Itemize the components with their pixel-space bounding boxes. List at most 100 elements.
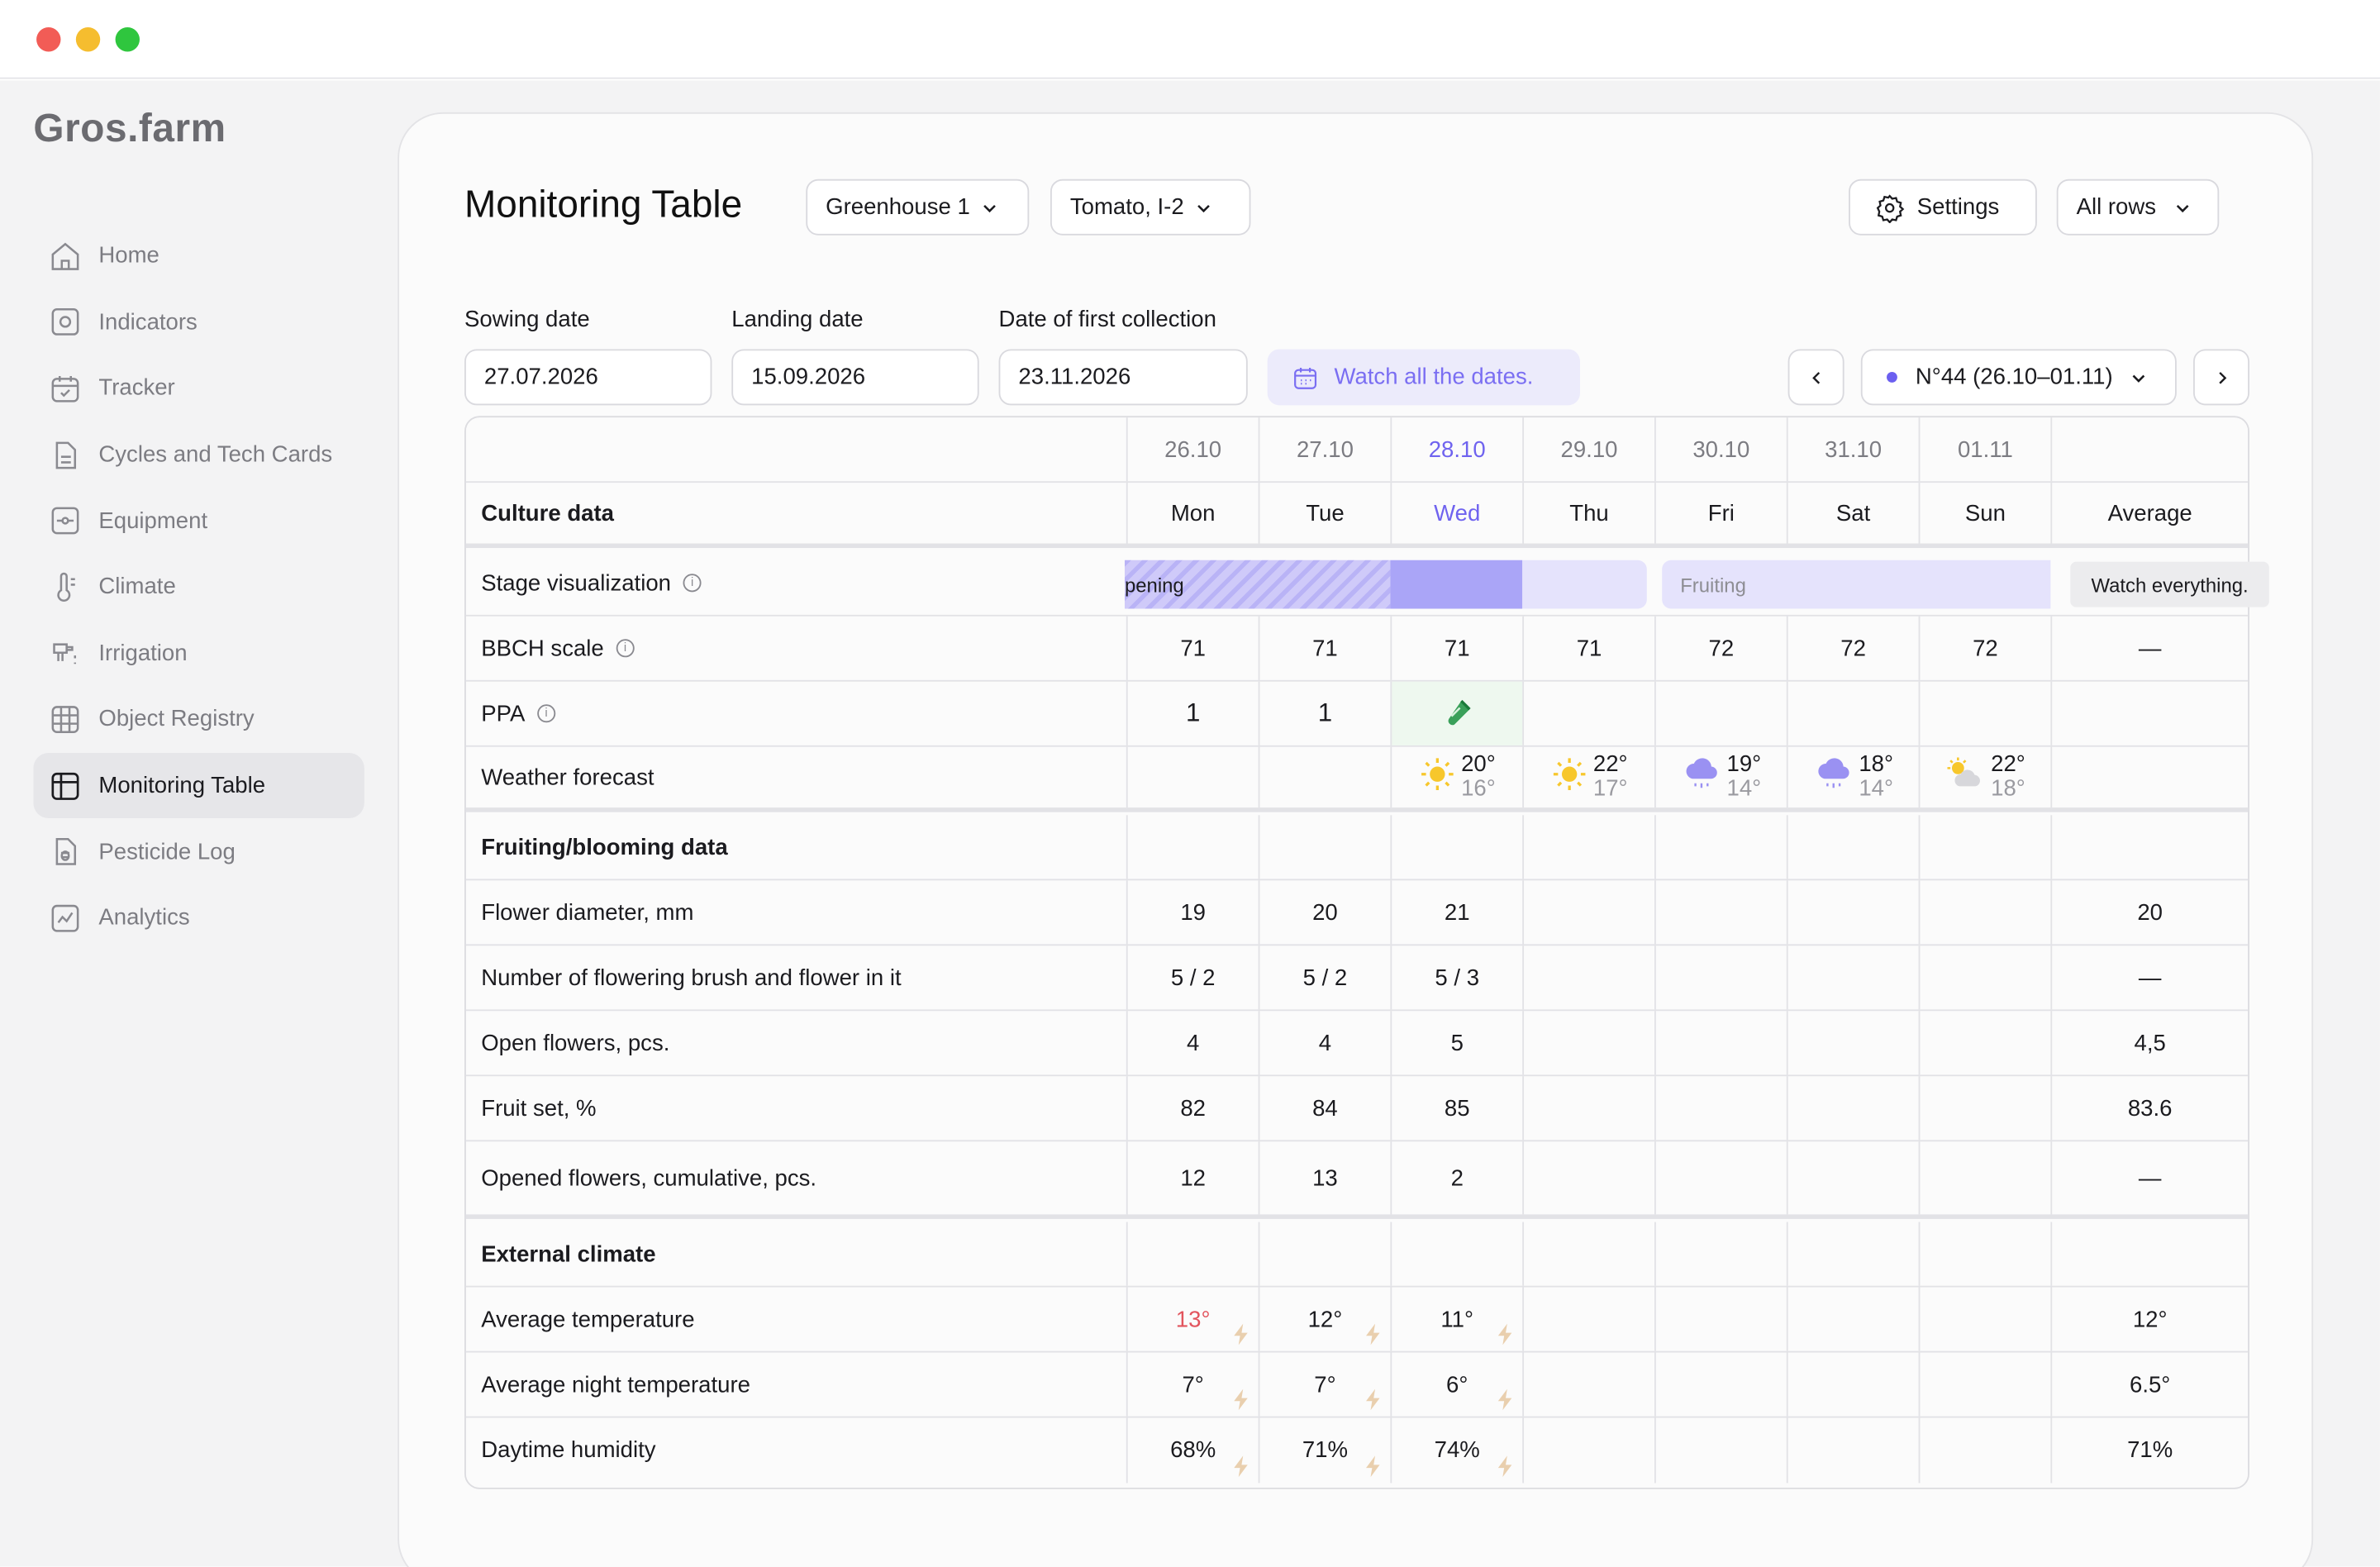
- greenhouse-select[interactable]: Greenhouse 1: [806, 179, 1030, 236]
- empty-cell[interactable]: [1126, 746, 1259, 808]
- empty-cell[interactable]: [1654, 1287, 1787, 1351]
- sidebar-item-object-registry[interactable]: Object Registry: [33, 686, 364, 752]
- bbch-cell[interactable]: 71: [1522, 616, 1654, 680]
- empty-cell[interactable]: [2050, 1222, 2248, 1286]
- sidebar-item-analytics[interactable]: Analytics: [33, 885, 364, 951]
- day-header[interactable]: Mon: [1126, 483, 1259, 544]
- empty-cell[interactable]: [1654, 1417, 1787, 1484]
- fruit-set-row-cell[interactable]: 82: [1126, 1076, 1259, 1141]
- empty-cell[interactable]: [1918, 1417, 2051, 1484]
- empty-cell[interactable]: [1390, 1222, 1522, 1286]
- info-icon[interactable]: i: [537, 704, 556, 723]
- empty-cell[interactable]: [1390, 815, 1522, 879]
- day-header[interactable]: Fri: [1654, 483, 1787, 544]
- empty-cell[interactable]: [1786, 945, 1919, 1010]
- next-week-button[interactable]: [2193, 349, 2249, 406]
- empty-cell[interactable]: [1522, 1011, 1654, 1075]
- night-temp-row-cell[interactable]: 7°: [1126, 1352, 1259, 1417]
- empty-cell[interactable]: [1654, 815, 1787, 879]
- empty-cell[interactable]: [1918, 880, 2051, 945]
- bbch-cell[interactable]: 72: [1654, 616, 1787, 680]
- sidebar-item-monitoring-table[interactable]: Monitoring Table: [33, 752, 364, 819]
- date-header[interactable]: 31.10: [1786, 417, 1919, 482]
- empty-cell[interactable]: [1918, 1222, 2051, 1286]
- bbch-cell[interactable]: 72: [1918, 616, 2051, 680]
- empty-cell[interactable]: [2050, 746, 2248, 808]
- empty-cell[interactable]: [1918, 1141, 2051, 1215]
- fruit-set-row-cell[interactable]: 84: [1258, 1076, 1391, 1141]
- empty-cell[interactable]: [1786, 1011, 1919, 1075]
- weather-cell[interactable]: 22° 17°: [1522, 746, 1654, 808]
- avg-temp-row-cell[interactable]: 11°: [1390, 1287, 1522, 1351]
- open-flowers-row-cell[interactable]: 5: [1390, 1011, 1522, 1075]
- empty-cell[interactable]: [1522, 815, 1654, 879]
- opened-cumulative-row-cell[interactable]: 2: [1390, 1141, 1522, 1215]
- empty-cell[interactable]: [1522, 1417, 1654, 1484]
- date-header[interactable]: 27.10: [1258, 417, 1391, 482]
- empty-cell[interactable]: [1126, 1222, 1259, 1286]
- average-header[interactable]: Average: [2050, 483, 2248, 544]
- day-header[interactable]: Wed: [1390, 483, 1522, 544]
- empty-cell[interactable]: [1654, 1011, 1787, 1075]
- empty-cell[interactable]: [1522, 945, 1654, 1010]
- empty-cell[interactable]: [1918, 945, 2051, 1010]
- open-flowers-row-cell[interactable]: 4: [1126, 1011, 1259, 1075]
- date-header[interactable]: 01.11: [1918, 417, 2051, 482]
- empty-cell[interactable]: [1786, 880, 1919, 945]
- night-temp-row-cell[interactable]: 6°: [1390, 1352, 1522, 1417]
- sowing-date-input[interactable]: 27.07.2026: [464, 349, 712, 406]
- info-icon[interactable]: i: [683, 574, 702, 593]
- weather-cell[interactable]: 20° 16°: [1390, 746, 1522, 808]
- brush-row-cell[interactable]: 5 / 2: [1126, 945, 1259, 1010]
- sidebar-item-pesticide-log[interactable]: Pesticide Log: [33, 819, 364, 885]
- empty-cell[interactable]: [1522, 1287, 1654, 1351]
- empty-cell[interactable]: [1522, 681, 1654, 745]
- open-flowers-row-average[interactable]: 4,5: [2050, 1011, 2248, 1075]
- opened-cumulative-row-average[interactable]: —: [2050, 1141, 2248, 1215]
- empty-cell[interactable]: [1918, 815, 2051, 879]
- empty-cell[interactable]: [1786, 815, 1919, 879]
- empty-cell[interactable]: [1786, 1141, 1919, 1215]
- empty-cell[interactable]: [2050, 681, 2248, 745]
- weather-cell[interactable]: 19° 14°: [1654, 746, 1787, 808]
- weather-cell[interactable]: 22° 18°: [1918, 746, 2051, 808]
- empty-cell[interactable]: [1918, 1076, 2051, 1141]
- empty-cell[interactable]: [1522, 1352, 1654, 1417]
- sidebar-item-climate[interactable]: Climate: [33, 554, 364, 620]
- bbch-cell[interactable]: 71: [1258, 616, 1391, 680]
- sidebar-item-equipment[interactable]: Equipment: [33, 488, 364, 554]
- empty-cell[interactable]: [1654, 945, 1787, 1010]
- empty-cell[interactable]: [1258, 815, 1391, 879]
- stage-opening-bar[interactable]: pening: [1124, 560, 1391, 609]
- sidebar-item-cycles[interactable]: Cycles and Tech Cards: [33, 422, 364, 488]
- day-header[interactable]: Tue: [1258, 483, 1391, 544]
- humidity-row-cell[interactable]: 74%: [1390, 1417, 1522, 1484]
- empty-cell[interactable]: [1126, 815, 1259, 879]
- empty-cell[interactable]: [1522, 1076, 1654, 1141]
- maximize-window-button[interactable]: [115, 27, 140, 52]
- humidity-row-average[interactable]: 71%: [2050, 1417, 2248, 1484]
- empty-cell[interactable]: [1654, 880, 1787, 945]
- flower-diameter-row-average[interactable]: 20: [2050, 880, 2248, 945]
- empty-cell[interactable]: [1654, 1222, 1787, 1286]
- info-icon[interactable]: i: [616, 639, 635, 658]
- empty-cell[interactable]: [1522, 1222, 1654, 1286]
- landing-date-input[interactable]: 15.09.2026: [731, 349, 979, 406]
- empty-cell[interactable]: [1522, 1141, 1654, 1215]
- empty-cell[interactable]: [1918, 681, 2051, 745]
- brush-row-average[interactable]: —: [2050, 945, 2248, 1010]
- opened-cumulative-row-cell[interactable]: 13: [1258, 1141, 1391, 1215]
- date-header[interactable]: 29.10: [1522, 417, 1654, 482]
- empty-cell[interactable]: [1786, 1076, 1919, 1141]
- date-header[interactable]: 28.10: [1390, 417, 1522, 482]
- night-temp-row-average[interactable]: 6.5°: [2050, 1352, 2248, 1417]
- flower-diameter-row-cell[interactable]: 20: [1258, 880, 1391, 945]
- bbch-cell[interactable]: 71: [1390, 616, 1522, 680]
- empty-cell[interactable]: [1654, 1076, 1787, 1141]
- week-select[interactable]: N°44 (26.10–01.11): [1860, 349, 2177, 406]
- sidebar-item-indicators[interactable]: Indicators: [33, 289, 364, 355]
- bbch-cell[interactable]: 72: [1786, 616, 1919, 680]
- empty-cell[interactable]: [1786, 1222, 1919, 1286]
- date-header[interactable]: 30.10: [1654, 417, 1787, 482]
- empty-cell[interactable]: [1786, 1352, 1919, 1417]
